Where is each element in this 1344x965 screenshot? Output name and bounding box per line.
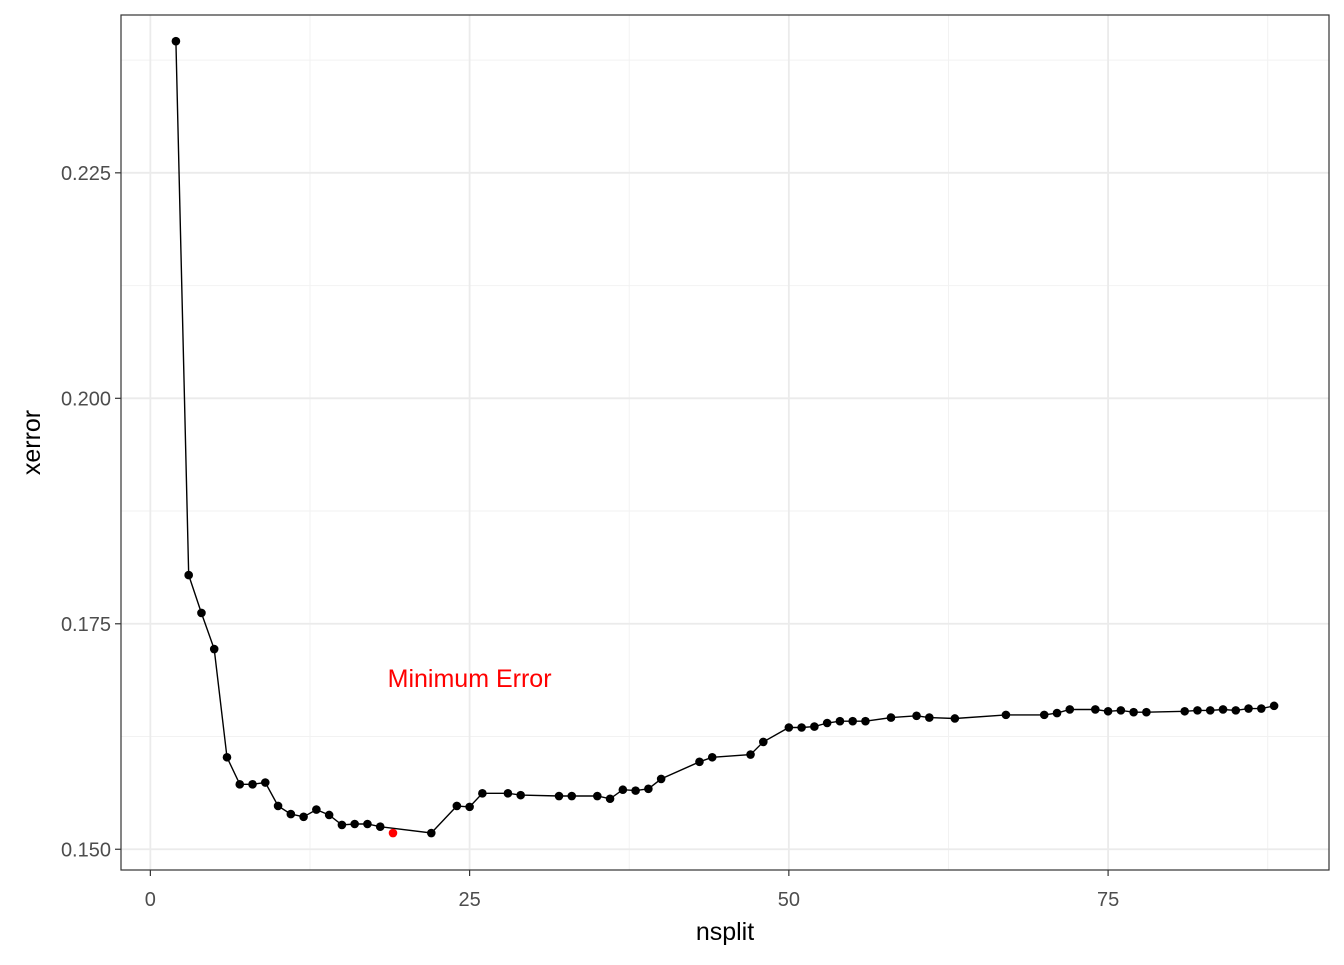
y-tick-label: 0.225	[61, 163, 111, 185]
xerror-data-point	[1193, 706, 1202, 715]
xerror-data-point	[350, 819, 359, 829]
xerror-data-point	[171, 36, 181, 46]
x-tick-label: 75	[1097, 889, 1119, 911]
xerror-data-point	[273, 801, 283, 811]
xerror-data-point	[1269, 701, 1279, 711]
xerror-data-point	[312, 805, 321, 814]
xerror-data-point	[1218, 705, 1228, 714]
xerror-data-point	[822, 718, 832, 728]
xerror-data-point	[503, 789, 513, 798]
y-tick-label: 0.200	[61, 388, 111, 410]
xerror-data-point	[235, 780, 245, 789]
xerror-data-point	[1129, 707, 1138, 717]
xerror-data-point	[950, 714, 960, 723]
xerror-data-point	[848, 716, 857, 726]
x-tick-label: 0	[145, 889, 156, 911]
xerror-data-point	[375, 822, 385, 832]
xerror-data-point	[746, 750, 755, 759]
xerror-data-point	[1205, 706, 1215, 715]
xerror-data-point	[644, 784, 653, 794]
x-tick-label: 25	[458, 889, 480, 911]
xerror-data-point	[695, 757, 704, 767]
xerror-data-point	[299, 812, 308, 822]
minimum-error-point	[388, 828, 398, 838]
xerror-data-point	[324, 810, 334, 820]
xerror-data-point	[184, 570, 193, 580]
x-axis-title: nsplit	[696, 918, 754, 946]
xerror-data-point	[465, 802, 474, 812]
x-tick-label: 50	[778, 889, 800, 911]
xerror-data-point	[593, 791, 602, 801]
xerror-data-point	[567, 791, 577, 801]
y-axis-title: xerror	[18, 410, 46, 475]
xerror-data-point	[605, 794, 615, 804]
xerror-data-point	[1001, 710, 1011, 720]
xerror-data-point	[886, 713, 896, 722]
xerror-data-point	[1180, 706, 1190, 716]
minor-gridlines	[121, 15, 1329, 870]
xerror-data-point	[197, 608, 206, 618]
major-gridlines	[121, 15, 1329, 870]
xerror-data-point	[554, 791, 564, 801]
xerror-data-point	[797, 723, 806, 732]
xerror-data-point	[452, 801, 462, 811]
xerror-data-point	[1091, 705, 1100, 714]
xerror-data-point	[286, 809, 296, 819]
xerror-data-point	[707, 752, 717, 762]
xerror-data-point	[1257, 704, 1266, 713]
xerror-data-point	[925, 713, 934, 722]
xerror-data-point	[209, 644, 219, 654]
x-axis: 0 25 50 75	[145, 870, 1119, 911]
xerror-data-point	[835, 716, 845, 726]
xerror-data-point	[1116, 706, 1126, 715]
highlight-layer	[388, 828, 398, 838]
xerror-data-point	[759, 737, 768, 747]
y-axis: 0.150 0.175 0.200 0.225	[61, 163, 121, 861]
series-layer	[171, 36, 1279, 838]
xerror-data-point	[784, 723, 794, 732]
xerror-data-point	[861, 716, 870, 726]
xerror-data-point	[1039, 710, 1049, 720]
xerror-data-point	[1244, 704, 1253, 713]
xerror-data-point	[427, 828, 436, 838]
xerror-data-point	[1142, 707, 1151, 717]
xerror-data-point	[656, 774, 666, 784]
xerror-data-point	[1052, 708, 1062, 718]
xerror-data-point	[810, 722, 819, 731]
xerror-data-point	[260, 778, 270, 787]
xerror-data-point	[912, 711, 921, 721]
xerror-data-point	[631, 786, 640, 795]
xerror-data-point	[337, 820, 347, 830]
minimum-error-annotation: Minimum Error	[388, 665, 552, 693]
xerror-data-point	[248, 780, 257, 789]
xerror-data-point	[478, 789, 487, 798]
xerror-data-point	[1103, 706, 1113, 716]
y-tick-label: 0.175	[61, 614, 111, 636]
xerror-data-point	[516, 790, 525, 800]
xerror-data-point	[618, 785, 628, 795]
xerror-data-point	[1065, 705, 1075, 714]
xerror-data-point	[222, 752, 232, 762]
xerror-data-point	[1231, 706, 1241, 715]
panel-border	[120, 14, 1330, 871]
xerror-data-point	[363, 819, 372, 829]
y-tick-label: 0.150	[61, 839, 111, 861]
